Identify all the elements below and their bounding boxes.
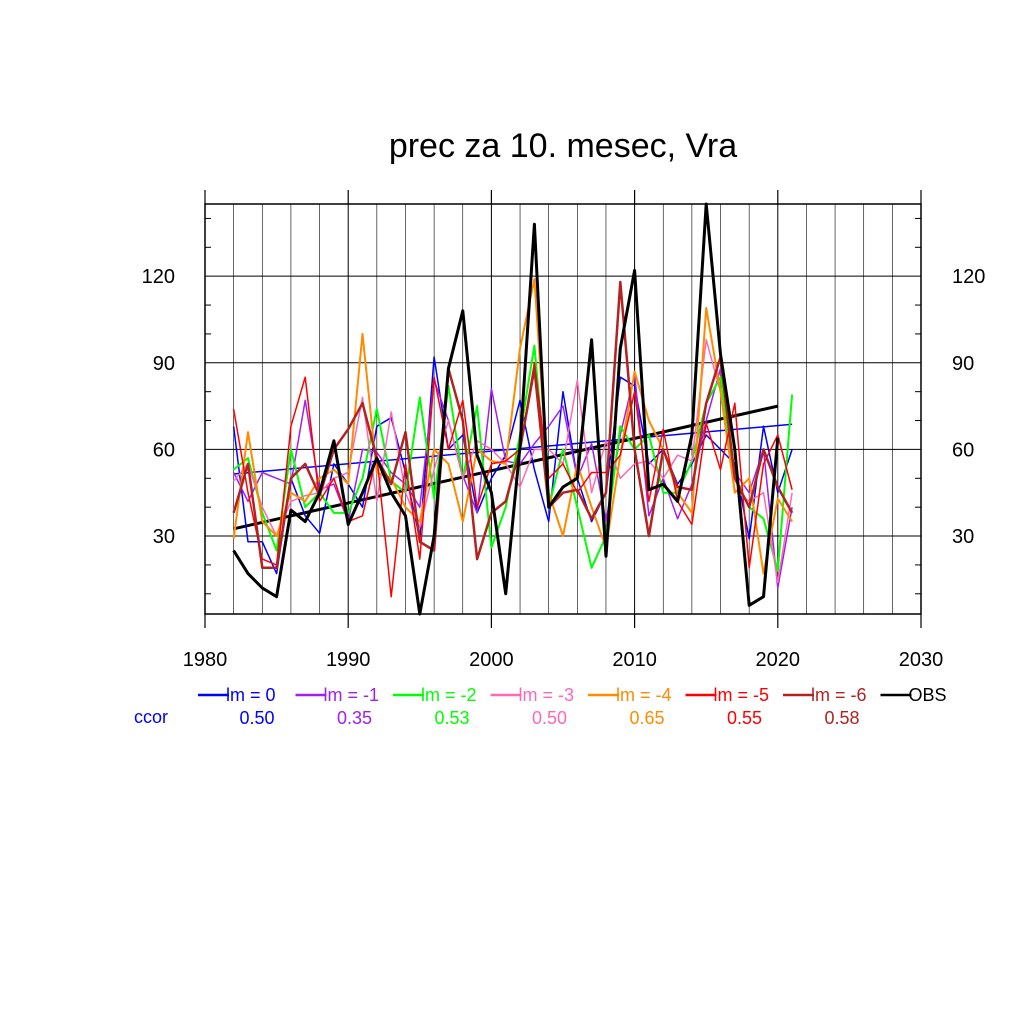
x-tick-label: 1990 (326, 649, 371, 671)
legend-ccor-4: 0.65 (629, 708, 664, 728)
ccor-label: ccor (134, 707, 168, 727)
x-tick-label: 1980 (183, 649, 228, 671)
series-line-6 (232, 280, 794, 570)
series-line-3 (233, 338, 793, 583)
legend-ccor-3: 0.50 (532, 708, 567, 728)
series-line-5 (232, 362, 793, 598)
y-tick-label-right: 120 (952, 266, 985, 288)
y-tick-label-left: 90 (153, 353, 175, 375)
x-tick-label: 2020 (756, 649, 801, 671)
legend-ccor-2: 0.53 (434, 708, 469, 728)
legend-ccor-5: 0.55 (727, 708, 762, 728)
legend-ccor-1: 0.35 (337, 708, 372, 728)
legend-label-6: lm = -6 (811, 685, 867, 705)
legend-label-7: OBS (909, 685, 947, 705)
plot-frame (204, 203, 922, 615)
series-line-2 (232, 344, 794, 572)
chart-title: prec za 10. mesec, Vra (389, 127, 737, 165)
x-tick-label: 2010 (612, 649, 657, 671)
legend-label-4: lm = -4 (616, 685, 672, 705)
y-tick-label-right: 90 (952, 353, 974, 375)
y-tick-label-left: 30 (153, 526, 175, 548)
legend-label-3: lm = -3 (519, 685, 575, 705)
series-layer (232, 202, 794, 616)
x-tick-label: 2000 (469, 649, 514, 671)
y-tick-label-right: 30 (952, 526, 974, 548)
legend-label-5: lm = -5 (714, 685, 770, 705)
y-tick-label-left: 60 (153, 439, 175, 461)
legend-label-1: lm = -1 (324, 685, 380, 705)
legend-ccor-6: 0.58 (824, 708, 859, 728)
series-line-7 (232, 202, 780, 616)
axes: 1980 1990 2000 2010 2020 2030 30 30 60 60 90 90 120 1… (142, 190, 985, 671)
y-tick-label-left: 120 (142, 266, 175, 288)
x-tick-label: 2030 (899, 649, 944, 671)
legend-label-0: lm = 0 (226, 685, 276, 705)
y-tick-label-right: 60 (952, 439, 974, 461)
legend-ccor-0: 0.50 (239, 708, 274, 728)
legend: ccor lm = 0 0.50 lm = -1 0.35 lm = -2 0.53 lm =… (134, 685, 947, 728)
legend-label-2: lm = -2 (421, 685, 477, 705)
